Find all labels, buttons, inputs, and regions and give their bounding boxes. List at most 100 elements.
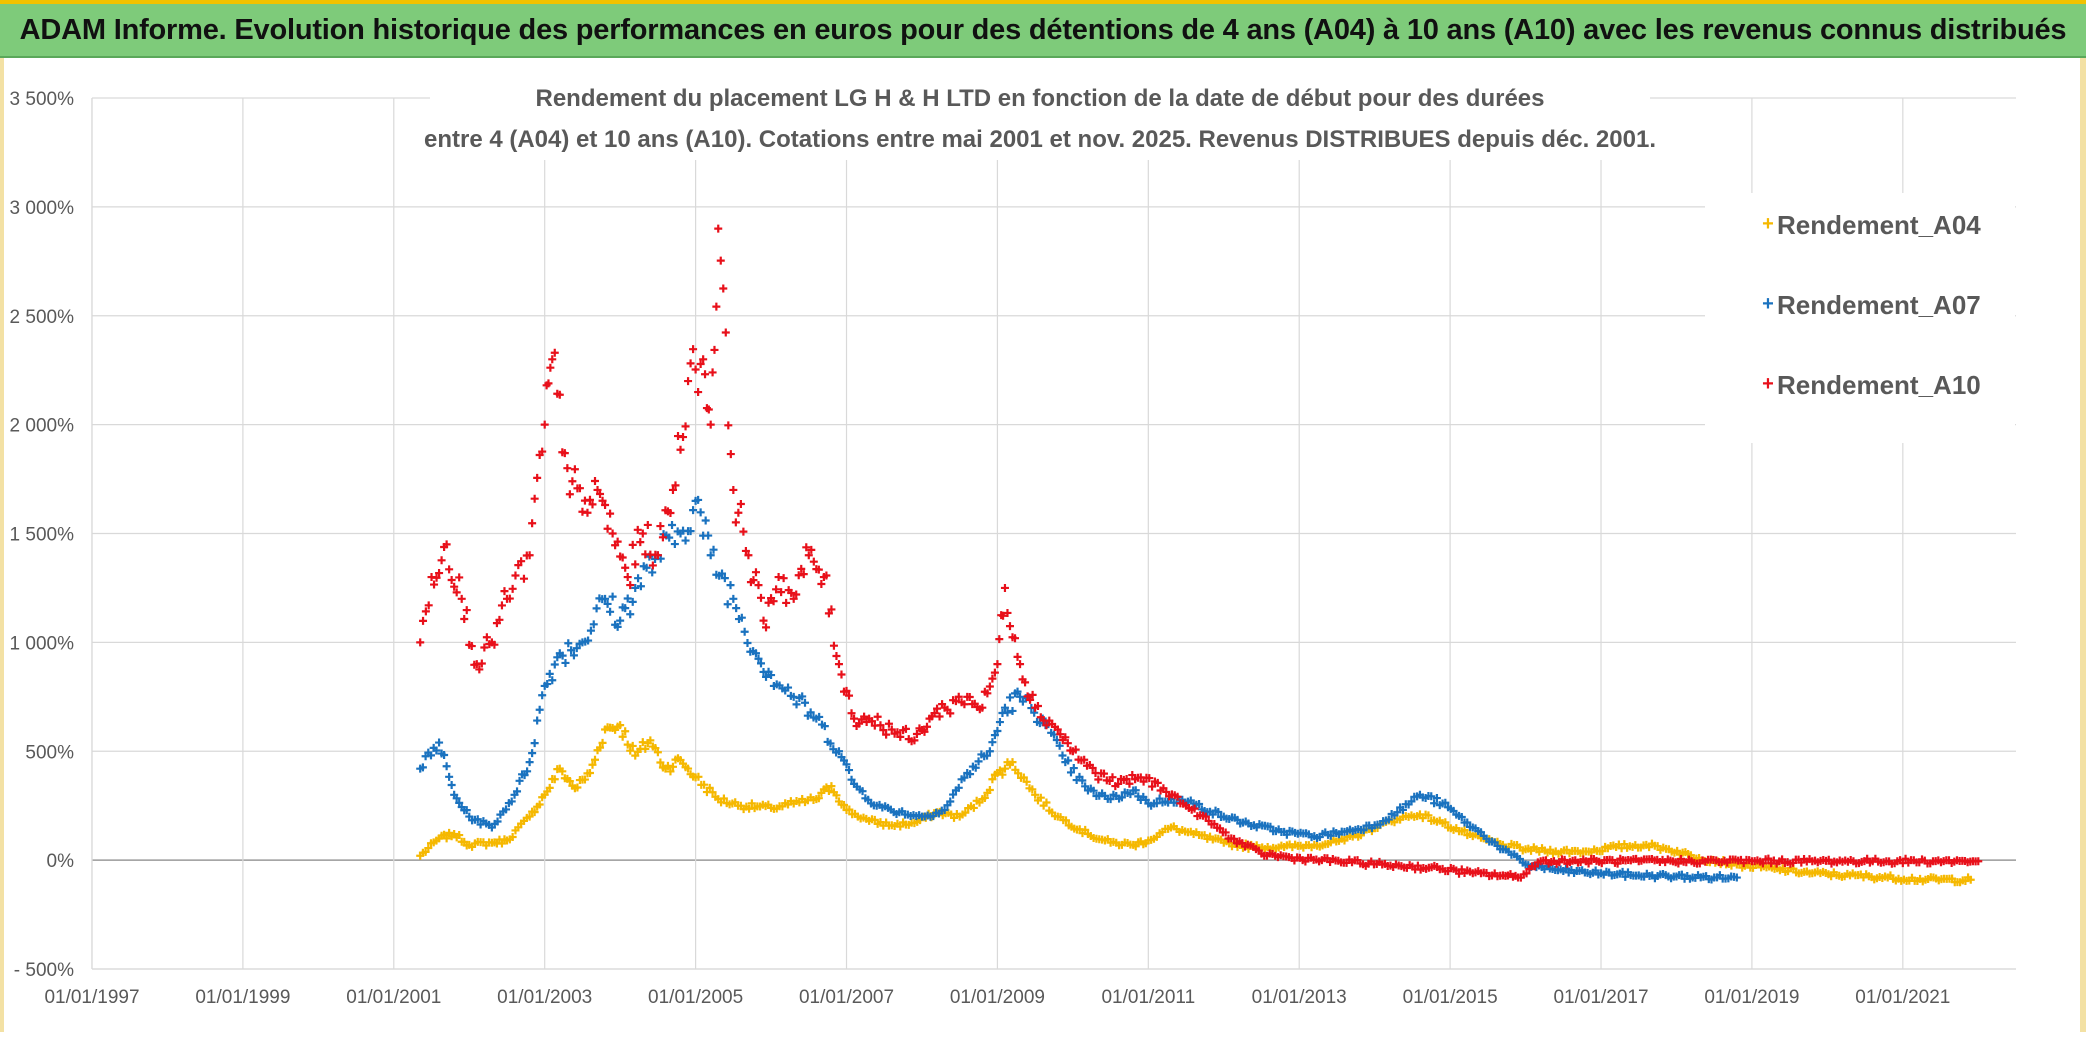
data-point [567, 646, 576, 655]
x-tick-label: 01/01/2019 [1704, 987, 1799, 1008]
data-point [689, 506, 698, 515]
data-point [704, 405, 713, 414]
data-point [508, 584, 517, 593]
data-point [826, 739, 835, 748]
data-point [507, 797, 516, 806]
data-point [538, 447, 547, 456]
data-point [1016, 660, 1025, 669]
data-point [1016, 692, 1025, 701]
data-point [1727, 861, 1736, 870]
data-point [684, 764, 693, 773]
data-point [588, 500, 597, 509]
data-point [1028, 690, 1037, 699]
data-point [606, 509, 615, 518]
data-point [1042, 721, 1051, 730]
data-point [762, 623, 771, 632]
data-point [1598, 847, 1607, 856]
data-point [1003, 708, 1012, 717]
x-tick-label: 01/01/1999 [195, 987, 290, 1008]
data-point [596, 489, 605, 498]
data-point [668, 762, 677, 771]
legend-marker-a04: + [1762, 213, 1774, 235]
legend-item-a10[interactable]: + Rendement_A10 [1762, 370, 1981, 400]
data-point [603, 599, 612, 608]
data-point [586, 626, 595, 635]
data-point [1089, 786, 1098, 795]
data-point [653, 551, 662, 560]
data-point [1407, 797, 1416, 806]
data-point [613, 537, 622, 546]
data-point [424, 844, 433, 853]
data-point [613, 622, 622, 631]
data-point [495, 615, 504, 624]
data-point [873, 712, 882, 721]
data-point [887, 725, 896, 734]
data-point [1117, 793, 1126, 802]
left-edge-decoration [0, 58, 4, 1032]
axis-layer: - 500% 0% 500% 1 000% 1 500% 2 000% 2 500% 3 00… [10, 89, 2016, 1008]
data-point [525, 812, 534, 821]
data-point [548, 676, 557, 685]
data-point [860, 712, 869, 721]
data-point [561, 658, 570, 667]
data-point [995, 766, 1004, 775]
data-point [638, 529, 647, 538]
legend-item-a07[interactable]: + Rendement_A07 [1762, 290, 1981, 320]
data-point [480, 643, 489, 652]
data-point [560, 449, 569, 458]
data-point [814, 565, 823, 574]
data-point [1061, 733, 1070, 742]
data-point [961, 808, 970, 817]
data-point [447, 780, 456, 789]
y-tick-label: 2 000% [10, 416, 75, 437]
data-point [1460, 826, 1469, 835]
data-point [482, 633, 491, 642]
data-point [623, 573, 632, 582]
data-point [946, 797, 955, 806]
series-Rendement_A10 [416, 224, 1983, 882]
data-point [430, 580, 439, 589]
legend-item-a04[interactable]: + Rendement_A04 [1762, 210, 1981, 240]
data-point [724, 421, 733, 430]
data-point [708, 788, 717, 797]
data-point [1214, 807, 1223, 816]
y-tick-label: 500% [25, 742, 74, 763]
data-point [1441, 798, 1450, 807]
data-point [782, 598, 791, 607]
data-point [530, 739, 539, 748]
data-point [1042, 798, 1051, 807]
data-point [842, 760, 851, 769]
data-point [1081, 825, 1090, 834]
data-point [784, 683, 793, 692]
data-point [1427, 792, 1436, 801]
data-point [993, 726, 1002, 735]
data-point [867, 717, 876, 726]
data-point [653, 748, 662, 757]
data-point [978, 703, 987, 712]
data-point [1055, 741, 1064, 750]
top-accent-bar [0, 0, 2086, 6]
data-point [1108, 773, 1117, 782]
data-point [995, 635, 1004, 644]
data-point [832, 791, 841, 800]
data-point [756, 659, 765, 668]
legend-background [1705, 193, 2015, 443]
data-point [628, 741, 637, 750]
data-point [1019, 773, 1028, 782]
data-point [550, 348, 559, 357]
data-point [656, 522, 665, 531]
data-point [686, 527, 695, 536]
legend-label-a10: Rendement_A10 [1777, 370, 1981, 400]
data-point [701, 370, 710, 379]
data-point [940, 806, 949, 815]
data-point [845, 805, 854, 814]
data-point [564, 639, 573, 648]
data-point [656, 758, 665, 767]
data-point [601, 594, 610, 603]
data-point [954, 783, 963, 792]
data-point [1432, 794, 1441, 803]
data-point [550, 660, 559, 669]
data-point [616, 616, 625, 625]
data-point [884, 719, 893, 728]
data-point [1021, 678, 1030, 687]
